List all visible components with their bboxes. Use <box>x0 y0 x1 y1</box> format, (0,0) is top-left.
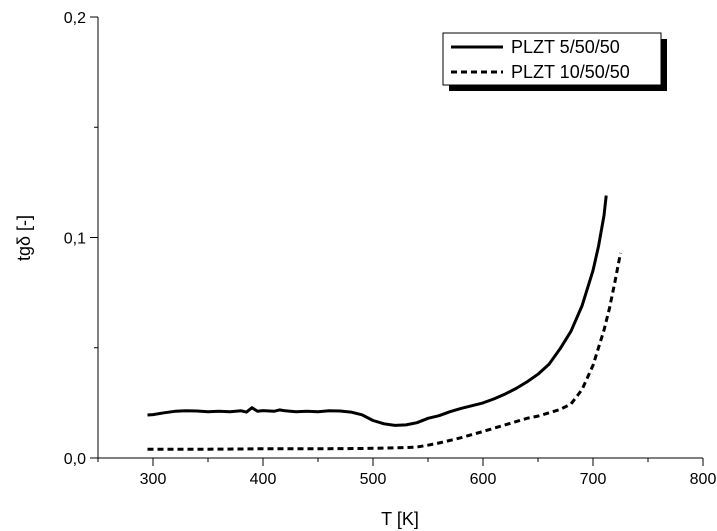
x-tick-label: 700 <box>580 471 607 488</box>
y-tick-label: 0,0 <box>64 451 86 468</box>
x-tick-label: 600 <box>470 471 497 488</box>
y-tick-label: 0,2 <box>64 10 86 27</box>
x-tick-label: 500 <box>360 471 387 488</box>
legend-label-2: PLZT 10/50/50 <box>511 62 630 82</box>
y-tick-label: 0,1 <box>64 231 86 248</box>
axis-labels: T [K] tgδ [-] <box>14 215 419 529</box>
y-axis-title: tgδ [-] <box>14 215 34 261</box>
series-line-1 <box>147 195 608 427</box>
legend-box <box>442 32 662 86</box>
x-tick-label: 800 <box>690 471 717 488</box>
x-tick-label: 400 <box>250 471 277 488</box>
legend-label-1: PLZT 5/50/50 <box>511 37 620 57</box>
axes: 300 400 500 600 700 800 0,0 0,1 0,2 <box>64 10 717 488</box>
series-layer <box>147 195 622 451</box>
x-tick-label: 300 <box>140 471 167 488</box>
series-line-2 <box>147 252 622 451</box>
legend: PLZT 5/50/50 PLZT 10/50/50 <box>442 32 667 91</box>
x-axis-title: T [K] <box>381 509 419 529</box>
